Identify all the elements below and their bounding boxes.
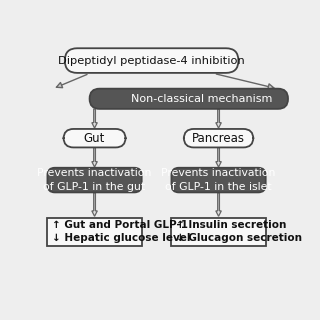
FancyBboxPatch shape [64, 129, 125, 148]
FancyArrow shape [92, 148, 97, 167]
FancyBboxPatch shape [47, 168, 142, 192]
FancyBboxPatch shape [172, 168, 266, 192]
Text: ↑ Gut and Portal GLP-1: ↑ Gut and Portal GLP-1 [52, 220, 188, 230]
FancyArrow shape [216, 109, 221, 128]
FancyArrow shape [92, 109, 97, 128]
FancyBboxPatch shape [90, 89, 288, 109]
FancyArrow shape [216, 193, 221, 216]
FancyBboxPatch shape [65, 48, 238, 73]
Text: ↑ Insulin secretion: ↑ Insulin secretion [176, 220, 286, 230]
FancyArrow shape [216, 148, 221, 167]
Text: Pancreas: Pancreas [192, 132, 245, 145]
FancyBboxPatch shape [47, 218, 142, 246]
FancyBboxPatch shape [184, 129, 253, 148]
Text: Gut: Gut [84, 132, 105, 145]
Text: Non-classical mechanism: Non-classical mechanism [131, 94, 272, 104]
Text: ↓ Hepatic glucose level: ↓ Hepatic glucose level [52, 233, 190, 243]
Text: ↓ Glucagon secretion: ↓ Glucagon secretion [176, 233, 302, 243]
FancyBboxPatch shape [172, 218, 266, 246]
Text: Prevents inactivation
of GLP-1 in the islet: Prevents inactivation of GLP-1 in the is… [161, 168, 276, 192]
Text: Prevents inactivation
of GLP-1 in the gut: Prevents inactivation of GLP-1 in the gu… [37, 168, 152, 192]
FancyArrow shape [92, 193, 97, 216]
Text: Dipeptidyl peptidase-4 inhibition: Dipeptidyl peptidase-4 inhibition [58, 56, 245, 66]
